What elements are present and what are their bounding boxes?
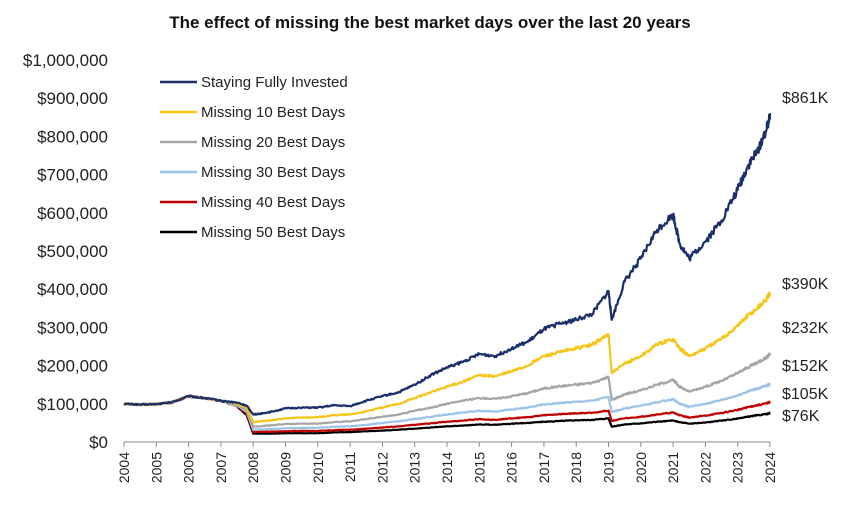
end-labels: $861K $390K $232K $152K $105K $76K xyxy=(782,90,829,425)
y-axis: $0 $100,000 $200,000 $300,000 $400,000 $500,0… xyxy=(23,51,108,452)
x-tick-label: 2020 xyxy=(633,452,649,483)
legend-label: Missing 30 Best Days xyxy=(201,164,345,181)
series-line xyxy=(123,113,772,416)
x-tick-label: 2014 xyxy=(439,452,455,483)
x-tick-label: 2023 xyxy=(730,452,746,483)
x-tick-label: 2013 xyxy=(407,452,423,483)
x-tick-label: 2011 xyxy=(342,452,358,482)
series-layer xyxy=(123,113,772,435)
y-tick-label: $500,000 xyxy=(37,242,108,261)
end-label: $390K xyxy=(782,276,829,293)
x-tick-label: 2016 xyxy=(504,452,520,483)
end-label: $232K xyxy=(782,320,829,337)
legend-label: Missing 50 Best Days xyxy=(201,224,345,241)
y-tick-label: $1,000,000 xyxy=(23,51,108,70)
x-tick-label: 2022 xyxy=(697,452,713,483)
end-label: $76K xyxy=(782,408,820,425)
x-tick-label: 2005 xyxy=(148,452,164,483)
legend-label: Missing 10 Best Days xyxy=(201,104,345,121)
x-tick-label: 2017 xyxy=(536,452,552,483)
x-tick-label: 2009 xyxy=(278,452,294,483)
x-tick-label: 2015 xyxy=(471,452,487,483)
x-tick-label: 2019 xyxy=(601,452,617,483)
x-tick-label: 2024 xyxy=(762,452,778,483)
end-label: $152K xyxy=(782,358,829,375)
x-axis: 2004 2005 2006 2007 2008 2009 2010 2011 2012 2013… xyxy=(116,441,778,483)
x-tick-label: 2004 xyxy=(116,452,132,483)
y-tick-label: $700,000 xyxy=(37,166,108,185)
legend: Staying Fully Invested Missing 10 Best Da… xyxy=(160,74,348,241)
y-tick-label: $800,000 xyxy=(37,127,108,146)
x-tick-label: 2008 xyxy=(245,452,261,483)
y-tick-label: $200,000 xyxy=(37,357,108,376)
x-tick-label: 2018 xyxy=(568,452,584,483)
legend-label: Missing 20 Best Days xyxy=(201,134,345,151)
x-tick-label: 2010 xyxy=(310,452,326,483)
series-line xyxy=(123,382,771,431)
legend-label: Staying Fully Invested xyxy=(201,74,348,91)
chart-title: The effect of missing the best market da… xyxy=(169,13,691,32)
y-tick-label: $100,000 xyxy=(37,395,108,414)
end-label: $105K xyxy=(782,386,829,403)
x-tick-label: 2012 xyxy=(374,452,390,483)
x-tick-label: 2006 xyxy=(181,452,197,483)
y-tick-label: $0 xyxy=(89,433,108,452)
y-tick-label: $300,000 xyxy=(37,318,108,337)
x-tick-label: 2007 xyxy=(213,452,229,483)
end-label: $861K xyxy=(782,90,829,107)
series-line xyxy=(123,352,772,428)
y-tick-label: $600,000 xyxy=(37,204,108,223)
legend-label: Missing 40 Best Days xyxy=(201,194,345,211)
y-tick-label: $900,000 xyxy=(37,89,108,108)
y-tick-label: $400,000 xyxy=(37,280,108,299)
x-tick-label: 2021 xyxy=(665,452,681,483)
